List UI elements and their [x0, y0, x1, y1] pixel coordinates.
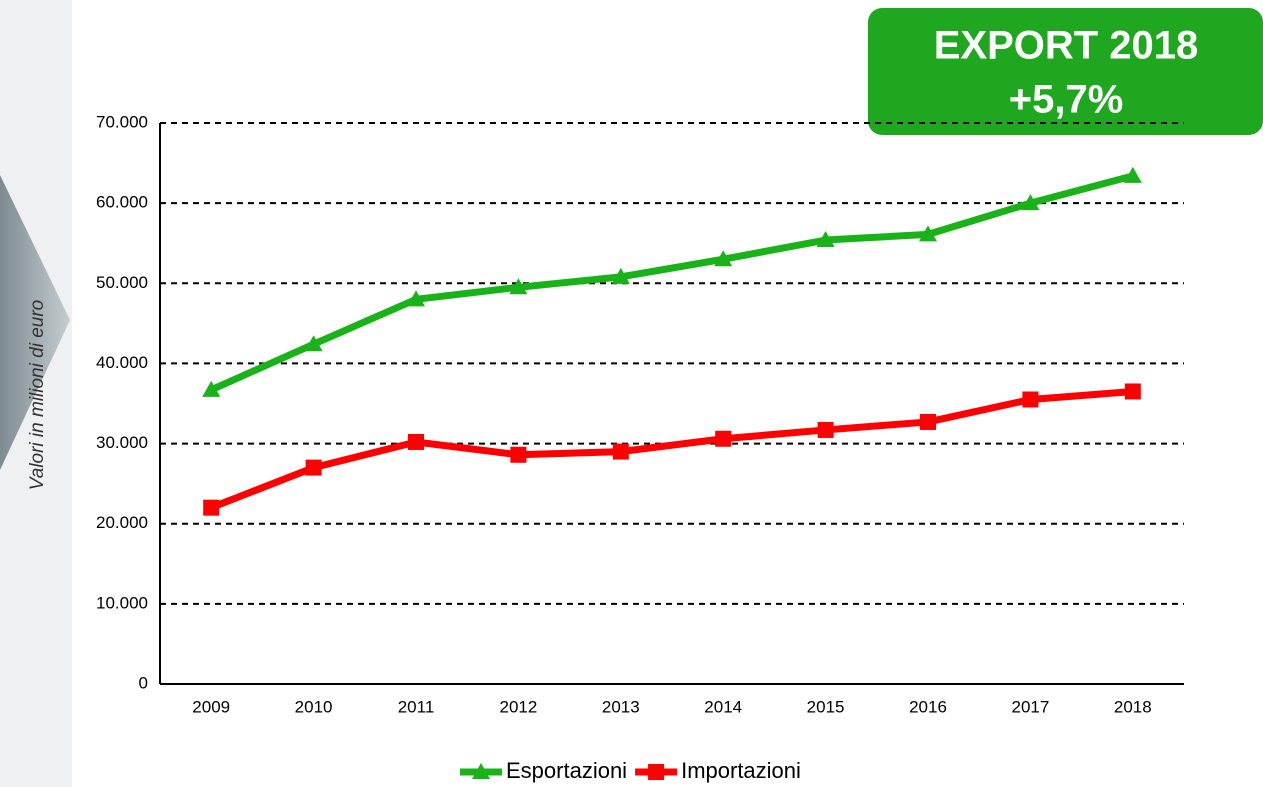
x-tick-label: 2015	[807, 697, 845, 716]
y-tick-label: 50.000	[96, 273, 148, 292]
marker	[306, 460, 322, 476]
x-tick-label: 2011	[398, 697, 435, 716]
y-tick-label: 70.000	[96, 112, 148, 131]
marker	[613, 444, 629, 460]
y-tick-label: 30.000	[96, 433, 148, 452]
legend-label: Esportazioni	[506, 758, 627, 783]
annotation-title: EXPORT 2018	[934, 24, 1199, 68]
legend-label: Importazioni	[681, 758, 801, 783]
y-tick-label: 20.000	[96, 513, 148, 532]
x-tick-label: 2018	[1114, 697, 1152, 716]
y-tick-label: 60.000	[96, 193, 148, 212]
marker	[920, 414, 936, 430]
y-axis-label: Valori in milioni di euro	[27, 300, 48, 490]
x-tick-label: 2009	[192, 697, 230, 716]
y-tick-label: 0	[139, 673, 148, 692]
marker	[715, 431, 731, 447]
marker	[203, 500, 219, 516]
y-tick-label: 10.000	[96, 593, 148, 612]
marker	[818, 422, 834, 438]
annotation-value: +5,7%	[1009, 78, 1124, 122]
series-line	[211, 391, 1133, 507]
x-tick-label: 2012	[499, 697, 537, 716]
marker	[648, 764, 664, 780]
marker	[408, 434, 424, 450]
x-tick-label: 2013	[602, 697, 640, 716]
marker	[510, 447, 526, 463]
y-tick-label: 40.000	[96, 353, 148, 372]
x-tick-label: 2017	[1011, 697, 1049, 716]
x-tick-label: 2014	[704, 697, 742, 716]
marker	[1022, 391, 1038, 407]
x-tick-label: 2016	[909, 697, 947, 716]
chart: EXPORT 2018 +5,7% Valori in milioni di e…	[0, 0, 1263, 787]
marker	[1125, 383, 1141, 399]
x-tick-label: 2010	[295, 697, 333, 716]
